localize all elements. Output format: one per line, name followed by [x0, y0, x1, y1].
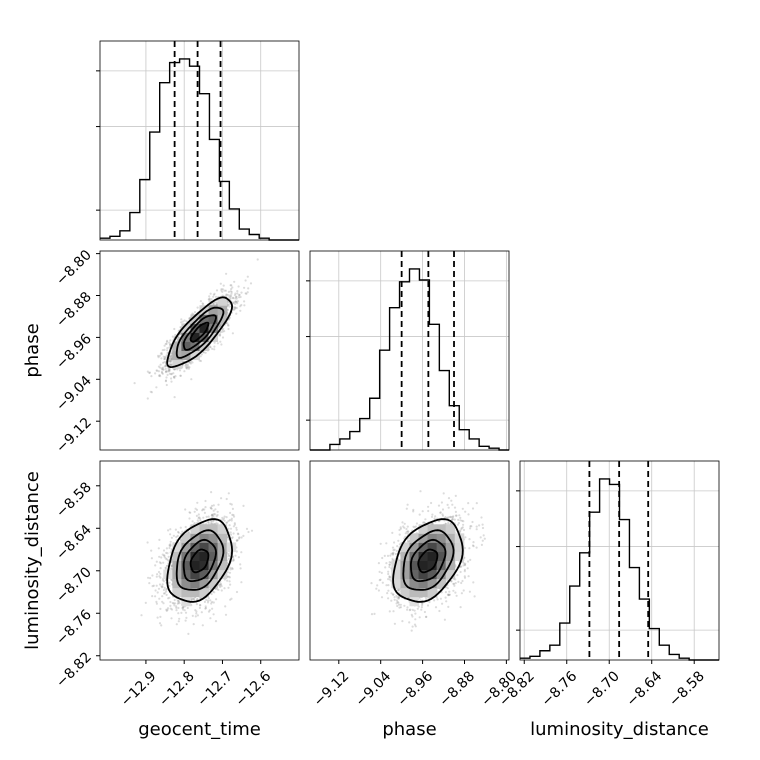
x-tick-label: −8.96 [395, 668, 437, 710]
contour-level [182, 314, 217, 351]
x-tick-label: −12.7 [194, 668, 236, 710]
density-panel-geocent_time-luminosity_distance [99, 460, 300, 661]
x-tick-label: −8.58 [666, 668, 708, 710]
y-tick-label: −8.70 [53, 564, 95, 606]
contour-level [175, 529, 225, 591]
panel-frame [99, 460, 300, 661]
panel-content [133, 258, 259, 400]
y-tick-label: −9.04 [53, 373, 95, 415]
y-tick-label: −8.64 [53, 522, 95, 564]
x-axis-title-luminosity-distance: luminosity_distance [530, 719, 709, 740]
x-tick-label: −12.6 [233, 668, 275, 710]
y-axis-title-luminosity-distance: luminosity_distance [22, 471, 43, 650]
density-panel-geocent_time-phase [99, 250, 300, 451]
y-tick-label: −8.88 [53, 289, 95, 331]
panel-background [310, 251, 509, 450]
histogram-step [520, 478, 719, 661]
x-tick-label: −9.12 [311, 668, 353, 710]
contour-level [175, 306, 225, 359]
y-tick-label: −8.82 [53, 649, 95, 691]
contour-level [392, 518, 464, 603]
y-tick-label: −9.12 [53, 415, 95, 457]
x-tick-label: −8.76 [539, 668, 581, 710]
panel-content [370, 490, 486, 632]
x-tick-label: −12.9 [118, 668, 160, 710]
contour-level [189, 321, 210, 343]
hist-panel-luminosity_distance [516, 460, 720, 661]
histogram-step [310, 268, 509, 451]
hist-panel-geocent_time [96, 40, 300, 241]
panel-frame [309, 250, 510, 451]
y-tick-label: −8.58 [53, 479, 95, 521]
contour-level [182, 538, 217, 582]
contour-level [410, 538, 447, 582]
hist-panel-phase [306, 250, 510, 451]
panel-frame [309, 460, 510, 661]
y-tick-label: −8.80 [53, 247, 95, 289]
panel-frame [99, 40, 300, 241]
y-tick-label: −8.96 [53, 331, 95, 373]
x-tick-label: −8.88 [436, 668, 478, 710]
x-tick-label: −12.8 [156, 668, 198, 710]
panel-frame [99, 250, 300, 451]
x-axis-title-phase: phase [382, 719, 436, 740]
x-tick-label: −8.64 [624, 668, 666, 710]
panel-content [140, 491, 254, 636]
panel-frame [519, 460, 720, 661]
contour-level [402, 529, 455, 591]
x-axis-title-geocent-time: geocent_time [138, 719, 261, 740]
contour-level [189, 548, 210, 574]
contour-level [166, 518, 234, 603]
x-tick-label: −9.04 [353, 668, 395, 710]
contour-level [417, 548, 439, 574]
y-axis-title-phase: phase [22, 323, 43, 377]
y-tick-label: −8.76 [53, 607, 95, 649]
histogram-step [100, 58, 299, 241]
contour-level [166, 296, 234, 369]
x-tick-label: −8.70 [581, 668, 623, 710]
density-panel-phase-luminosity_distance [309, 460, 510, 661]
